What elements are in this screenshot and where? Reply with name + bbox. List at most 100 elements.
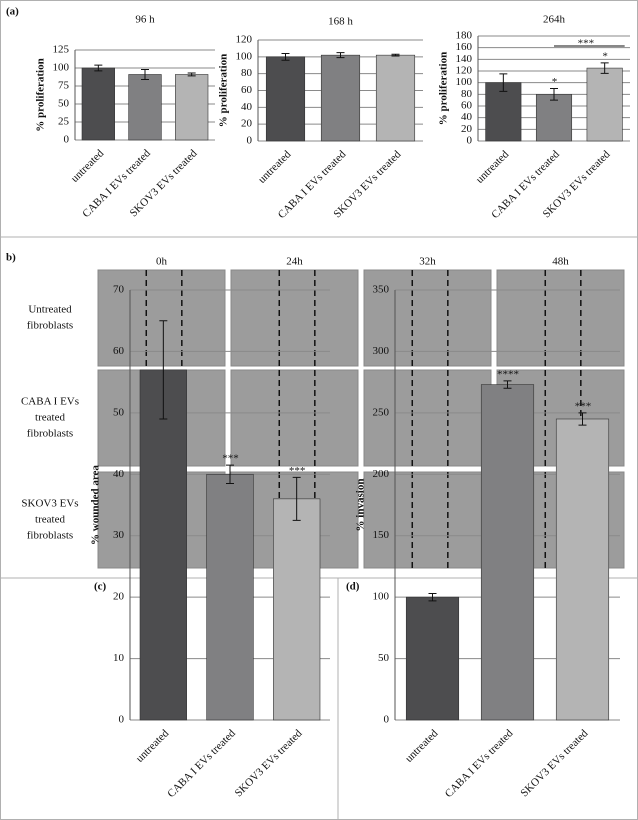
y-tick-label: 20 [241, 118, 253, 130]
y-tick-label: 120 [236, 34, 253, 46]
y-tick-label: 20 [113, 591, 125, 603]
x-tick-label: SKOV3 EVs treated [518, 727, 590, 799]
micrograph [230, 269, 359, 367]
error-bar [281, 52, 290, 61]
time-label: 48h [552, 256, 569, 268]
significance-label: *** [288, 465, 305, 477]
bar [265, 56, 306, 142]
row-label: fibroblasts [27, 320, 73, 332]
error-bar [94, 64, 103, 72]
bar [586, 67, 623, 142]
row-label: Untreated [28, 304, 72, 316]
y-axis-label: % proliferation [35, 58, 47, 131]
error-bar [600, 62, 609, 74]
x-tick-label: SKOV3 EVs treated [233, 727, 305, 799]
chart-title: 264h [543, 14, 566, 26]
y-axis-label: % wounded area [90, 465, 102, 545]
error-bar [292, 476, 301, 521]
x-tick-label: untreated [134, 727, 172, 765]
error-bar [428, 592, 437, 602]
bar [320, 54, 361, 142]
y-tick-label: 20 [461, 123, 473, 135]
micrograph [97, 269, 226, 367]
y-tick-label: 100 [236, 50, 253, 62]
bar [535, 94, 573, 142]
bar [273, 498, 321, 721]
chart-title: 96 h [135, 14, 155, 26]
panel-label: (c) [94, 581, 107, 593]
y-tick-label: 250 [373, 406, 390, 418]
y-tick-label: 60 [241, 84, 253, 96]
row-label: treated [35, 514, 65, 526]
row-label: fibroblasts [27, 428, 73, 440]
y-axis-label: % invasion [355, 479, 367, 532]
bar [480, 384, 535, 721]
bracket-label: *** [577, 38, 594, 50]
y-tick-label: 60 [113, 345, 125, 357]
x-tick-label: untreated [403, 727, 441, 765]
y-tick-label: 160 [456, 41, 473, 53]
y-tick-label: 0 [247, 135, 253, 147]
y-tick-label: 70 [113, 284, 125, 296]
y-tick-label: 140 [456, 53, 473, 65]
row-label: treated [35, 412, 65, 424]
panel-label: (a) [6, 6, 19, 18]
micrograph [496, 269, 625, 367]
y-tick-label: 200 [373, 468, 390, 480]
y-tick-label: 40 [241, 101, 253, 113]
error-bar [226, 464, 234, 484]
y-tick-label: 25 [58, 116, 70, 128]
significance-label: * [551, 76, 557, 88]
y-axis-label: % proliferation [438, 52, 450, 125]
micrograph [363, 471, 492, 569]
y-tick-label: 120 [456, 65, 473, 77]
x-tick-label: untreated [256, 148, 294, 186]
x-tick-label: untreated [69, 147, 107, 185]
y-tick-label: 100 [373, 591, 390, 603]
y-axis-label: % proliferation [218, 54, 230, 127]
significance-label: *** [222, 453, 239, 465]
y-tick-label: 100 [456, 76, 473, 88]
bar [375, 54, 416, 142]
bar [139, 369, 187, 721]
y-tick-label: 125 [53, 44, 70, 56]
x-tick-label: CABA I EVs treated [165, 727, 238, 800]
error-bar [159, 320, 168, 420]
micrograph [363, 269, 492, 367]
error-bar [391, 53, 400, 57]
chart-title: 168 h [328, 16, 353, 28]
micrograph [363, 369, 492, 467]
y-tick-label: 60 [461, 100, 473, 112]
y-tick-label: 0 [467, 135, 473, 147]
y-tick-label: 80 [241, 67, 253, 79]
time-label: 32h [419, 256, 436, 268]
significance-label: **** [497, 368, 520, 380]
error-bar [503, 380, 512, 389]
y-tick-label: 30 [113, 529, 125, 541]
y-tick-label: 75 [58, 80, 70, 92]
significance-label: *** [574, 400, 591, 412]
panel-label: (d) [346, 581, 360, 593]
y-tick-label: 350 [373, 284, 390, 296]
y-tick-label: 0 [64, 134, 70, 146]
y-tick-label: 150 [373, 529, 390, 541]
x-tick-label: untreated [474, 148, 512, 186]
bar [405, 596, 460, 721]
bar [206, 473, 254, 721]
y-tick-label: 0 [119, 714, 125, 726]
error-bar [336, 52, 345, 59]
y-tick-label: 80 [461, 88, 473, 100]
row-label: CABA I EVs [21, 396, 79, 408]
row-label: SKOV3 EVs [21, 498, 78, 510]
significance-label: * [602, 50, 608, 62]
y-tick-label: 10 [113, 652, 125, 664]
error-bar [578, 412, 587, 426]
bar [555, 418, 610, 721]
bar [81, 67, 115, 141]
y-tick-label: 300 [373, 345, 390, 357]
y-tick-label: 50 [113, 406, 125, 418]
error-bar [187, 72, 196, 77]
x-tick-label: CABA I EVs treated [443, 727, 516, 800]
y-tick-label: 50 [378, 652, 390, 664]
